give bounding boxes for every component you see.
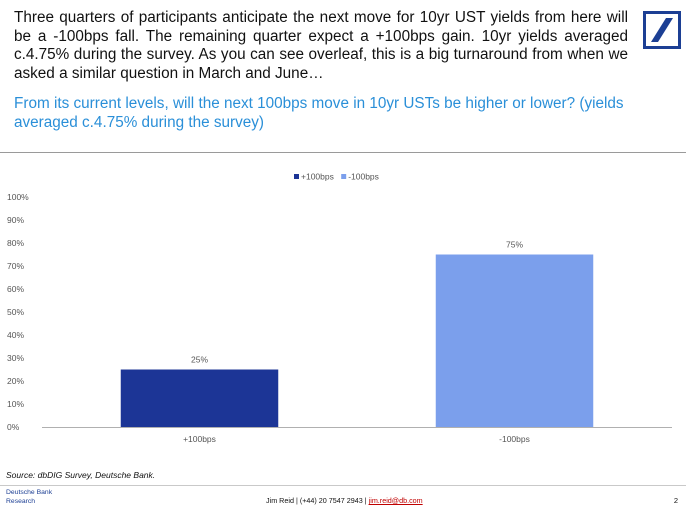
brand-footer: Deutsche Bank Research — [6, 488, 52, 506]
footer-divider — [0, 485, 686, 486]
contact-email-link[interactable]: jim.reid@db.com — [368, 496, 423, 505]
header-divider — [0, 152, 686, 153]
brand-research: Research — [6, 498, 36, 505]
y-tick-label: 0% — [7, 422, 20, 432]
y-tick-label: 60% — [7, 284, 24, 294]
y-tick-label: 90% — [7, 215, 24, 225]
data-label-0: 25% — [191, 355, 208, 365]
contact-info: Jim Reid | (+44) 20 7547 2943 | jim.reid… — [266, 496, 423, 505]
legend-label-0: +100bps — [301, 172, 334, 182]
brand-name: Deutsche Bank — [6, 489, 53, 496]
bars: 25% 75% — [120, 240, 594, 427]
x-tick-label-0: +100bps — [183, 434, 216, 444]
x-tick-label-1: -100bps — [499, 434, 530, 444]
chart-legend: +100bps -100bps — [294, 172, 379, 182]
contact-text: Jim Reid | (+44) 20 7547 2943 | — [266, 496, 369, 505]
y-tick-label: 50% — [7, 307, 24, 317]
x-axis-labels: +100bps -100bps — [183, 434, 530, 444]
y-tick-label: 80% — [7, 238, 24, 248]
survey-question: From its current levels, will the next 1… — [14, 95, 624, 131]
bar-chart: +100bps -100bps 0% 10% 20% 30% 40% 50% 60% 70% 80… — [7, 172, 672, 444]
y-tick-label: 30% — [7, 353, 24, 363]
y-tick-label: 20% — [7, 376, 24, 386]
legend-swatch-0 — [294, 174, 299, 179]
bar-1 — [435, 254, 594, 427]
deutsche-bank-logo-icon — [643, 11, 681, 49]
y-tick-label: 40% — [7, 330, 24, 340]
bar-0 — [120, 369, 279, 427]
y-tick-label: 10% — [7, 399, 24, 409]
page-number: 2 — [673, 496, 678, 505]
source-note: Source: dbDIG Survey, Deutsche Bank. — [6, 470, 156, 480]
y-axis: 0% 10% 20% 30% 40% 50% 60% 70% 80% 90% 100% — [7, 192, 29, 432]
data-label-1: 75% — [506, 240, 523, 250]
intro-text: Three quarters of participants anticipat… — [14, 9, 628, 82]
legend-label-1: -100bps — [348, 172, 379, 182]
legend-swatch-1 — [341, 174, 347, 179]
y-tick-label: 70% — [7, 261, 24, 271]
y-tick-label: 100% — [7, 192, 29, 202]
